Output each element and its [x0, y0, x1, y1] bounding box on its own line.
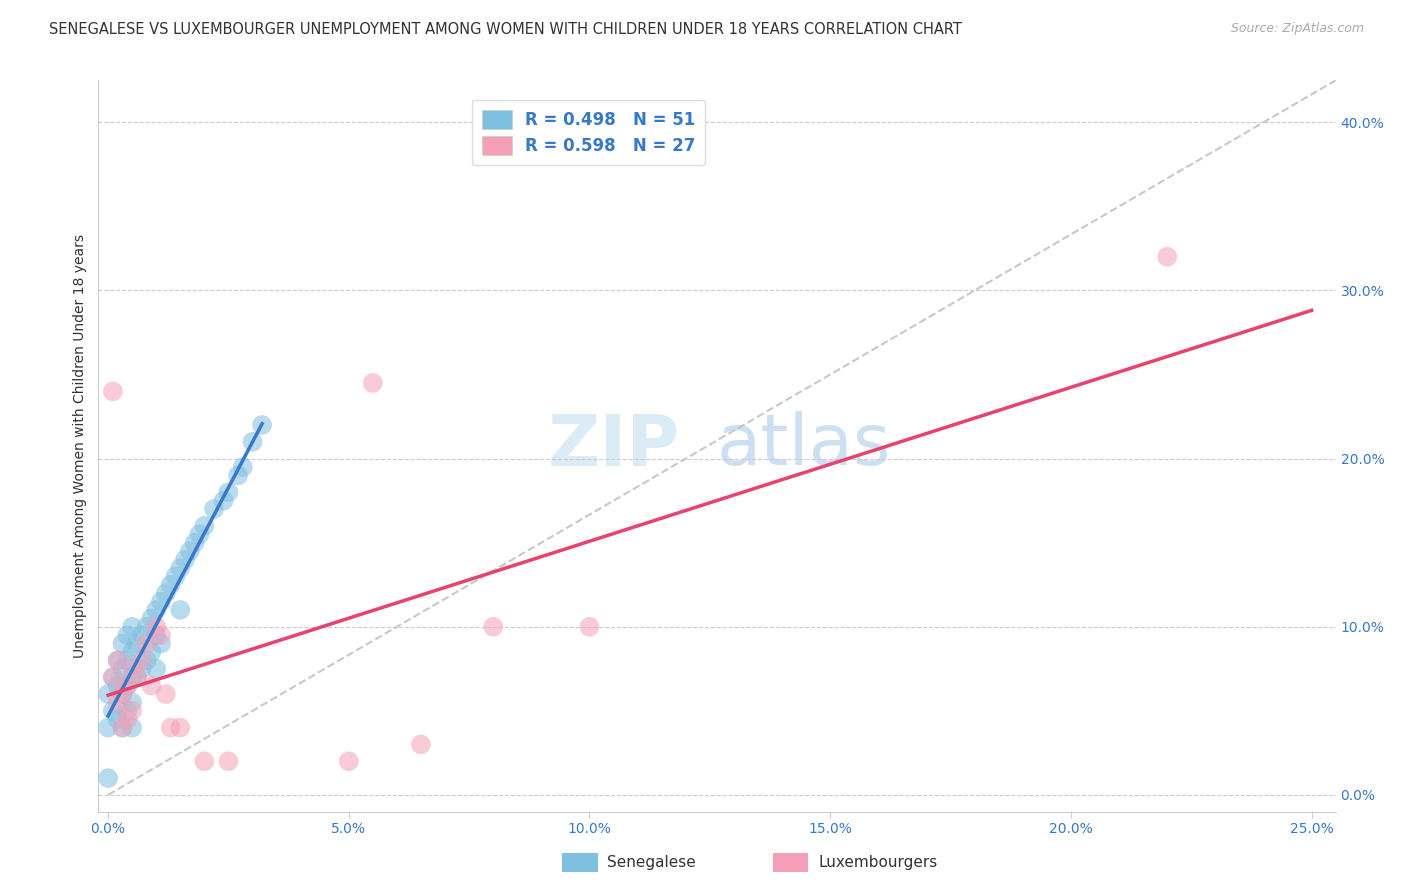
Point: [107, 695, 129, 709]
Point: [145, 620, 167, 634]
Point: [121, 670, 143, 684]
Point: [117, 704, 139, 718]
Point: [179, 544, 201, 558]
Point: [121, 620, 143, 634]
Point: [135, 653, 157, 667]
Point: [107, 653, 129, 667]
Point: [145, 662, 167, 676]
Point: [117, 653, 139, 667]
Point: [337, 754, 360, 768]
Point: [141, 611, 163, 625]
Point: [121, 695, 143, 709]
Point: [150, 594, 173, 608]
Point: [107, 712, 129, 726]
Point: [121, 645, 143, 659]
Point: [121, 704, 143, 718]
Point: [217, 754, 239, 768]
Point: [111, 636, 134, 650]
Point: [101, 704, 124, 718]
Text: ZIP: ZIP: [548, 411, 681, 481]
Point: [150, 628, 173, 642]
Point: [125, 670, 148, 684]
Point: [135, 636, 157, 650]
Point: [242, 434, 264, 449]
Point: [97, 721, 120, 735]
Point: [165, 569, 187, 583]
Point: [117, 679, 139, 693]
Point: [169, 603, 191, 617]
Point: [1156, 250, 1178, 264]
Point: [111, 687, 134, 701]
Point: [159, 578, 181, 592]
Point: [111, 721, 134, 735]
Point: [117, 712, 139, 726]
Point: [250, 417, 273, 432]
Point: [150, 636, 173, 650]
Point: [193, 754, 215, 768]
Point: [145, 603, 167, 617]
Point: [107, 679, 129, 693]
Point: [141, 645, 163, 659]
Point: [482, 620, 505, 634]
Text: SENEGALESE VS LUXEMBOURGER UNEMPLOYMENT AMONG WOMEN WITH CHILDREN UNDER 18 YEARS: SENEGALESE VS LUXEMBOURGER UNEMPLOYMENT …: [49, 22, 962, 37]
Point: [125, 670, 148, 684]
Point: [131, 653, 153, 667]
Point: [101, 384, 124, 399]
Point: [169, 561, 191, 575]
Point: [125, 636, 148, 650]
Point: [141, 679, 163, 693]
Y-axis label: Unemployment Among Women with Children Under 18 years: Unemployment Among Women with Children U…: [73, 234, 87, 658]
Point: [131, 628, 153, 642]
Point: [111, 721, 134, 735]
Point: [117, 628, 139, 642]
Text: Senegalese: Senegalese: [607, 855, 696, 870]
Point: [578, 620, 600, 634]
Point: [135, 620, 157, 634]
Point: [97, 687, 120, 701]
Point: [232, 460, 254, 475]
Point: [107, 653, 129, 667]
Point: [145, 628, 167, 642]
Point: [155, 687, 177, 701]
Point: [361, 376, 384, 390]
Point: [101, 670, 124, 684]
Point: [155, 586, 177, 600]
Text: Luxembourgers: Luxembourgers: [818, 855, 938, 870]
Point: [97, 771, 120, 785]
Point: [121, 721, 143, 735]
Point: [169, 721, 191, 735]
Point: [212, 493, 235, 508]
Point: [131, 662, 153, 676]
Point: [101, 670, 124, 684]
Text: Source: ZipAtlas.com: Source: ZipAtlas.com: [1230, 22, 1364, 36]
Text: atlas: atlas: [717, 411, 891, 481]
Legend: R = 0.498   N = 51, R = 0.598   N = 27: R = 0.498 N = 51, R = 0.598 N = 27: [472, 100, 706, 165]
Point: [409, 738, 432, 752]
Point: [183, 535, 205, 549]
Point: [217, 485, 239, 500]
Point: [121, 662, 143, 676]
Point: [111, 687, 134, 701]
Point: [174, 552, 197, 566]
Point: [111, 662, 134, 676]
Point: [202, 502, 225, 516]
Point: [188, 527, 211, 541]
Point: [117, 679, 139, 693]
Point: [159, 721, 181, 735]
Point: [226, 468, 249, 483]
Point: [193, 519, 215, 533]
